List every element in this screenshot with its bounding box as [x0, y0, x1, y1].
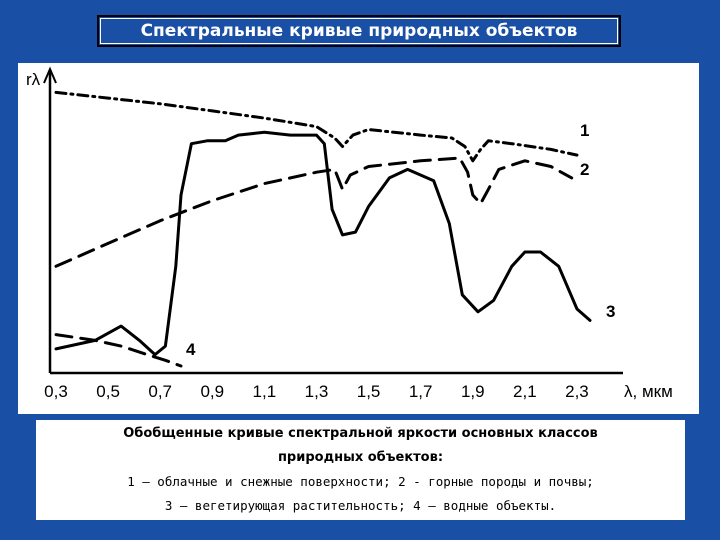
chart-panel: rλ λ, мкм 0,3 0,5 0,7 0,9 1,1 1,3 1,5 1,7 1,9 2,1…: [18, 63, 699, 414]
x-tick-label: 1,3: [305, 382, 329, 401]
x-tick-label: 0,3: [44, 382, 68, 401]
caption-box: Обобщенные кривые спектральной яркости о…: [36, 420, 685, 520]
series-1-line: [54, 90, 579, 163]
x-tick-label: 0,9: [200, 382, 224, 401]
spectral-chart: rλ λ, мкм 0,3 0,5 0,7 0,9 1,1 1,3 1,5 1,7 1,9 2,1…: [26, 66, 673, 401]
x-tick-label: 2,3: [565, 382, 589, 401]
caption-line-4: 3 – вегетирующая растительность; 4 – вод…: [164, 498, 557, 513]
x-tick-label: 1,1: [253, 382, 277, 401]
series-4-line: [54, 333, 183, 368]
series-labels: 1 2 3 4: [186, 121, 615, 359]
series-2-line: [54, 156, 574, 268]
page-title: Спектральные кривые природных объектов: [97, 15, 621, 47]
chart-axes: rλ λ, мкм: [26, 66, 673, 401]
series-1-label: 1: [580, 121, 589, 140]
y-axis-arrow: [43, 66, 57, 84]
x-tick-label: 0,7: [148, 382, 172, 401]
caption-line-1: Обобщенные кривые спектральной яркости о…: [123, 426, 598, 441]
x-tick-label: 1,9: [461, 382, 485, 401]
series-4-label: 4: [186, 340, 196, 359]
series-2-label: 2: [580, 160, 589, 179]
x-tick-label: 2,1: [513, 382, 537, 401]
caption-line-3: 1 – облачные и снежные поверхности; 2 - …: [127, 474, 594, 489]
caption-line-2: природных объектов:: [277, 450, 444, 465]
x-tick-label: 1,5: [357, 382, 381, 401]
series-3-label: 3: [606, 302, 615, 321]
x-tick-labels: 0,3 0,5 0,7 0,9 1,1 1,3 1,5 1,7 1,9 2,1 2,3: [44, 382, 589, 401]
x-tick-label: 1,7: [409, 382, 433, 401]
series-lines: [54, 90, 592, 368]
x-axis-label: λ, мкм: [624, 382, 673, 401]
y-axis-label: rλ: [26, 70, 41, 89]
x-tick-label: 0,5: [96, 382, 120, 401]
series-3-line: [54, 130, 592, 357]
